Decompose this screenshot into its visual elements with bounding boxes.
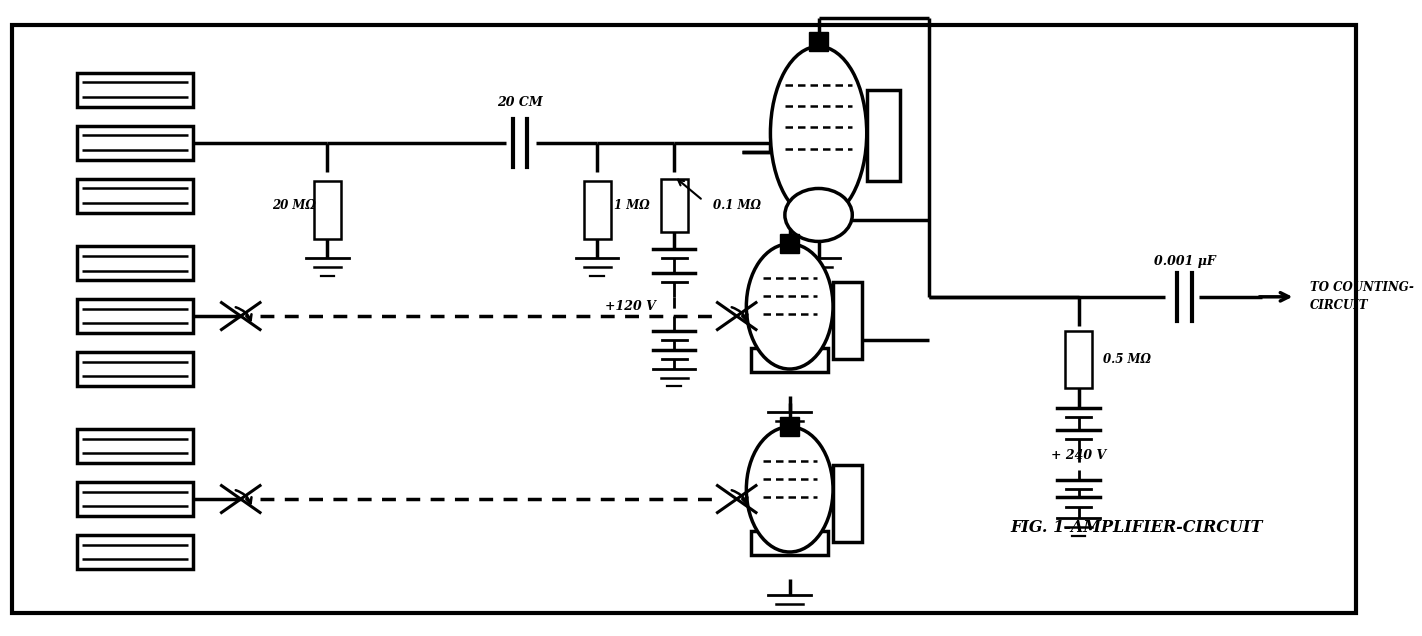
Text: 0.001 μF: 0.001 μF	[1153, 255, 1216, 268]
Text: 1 MΩ: 1 MΩ	[614, 199, 650, 212]
Ellipse shape	[747, 244, 833, 369]
Bar	[751, 531, 828, 555]
Text: TO COUNTING-
CIRCUIT: TO COUNTING- CIRCUIT	[1310, 281, 1413, 312]
Bar	[77, 246, 192, 280]
Bar	[661, 179, 688, 232]
Bar	[781, 234, 799, 254]
Bar	[77, 73, 192, 107]
Text: + 240 V: + 240 V	[1051, 449, 1106, 462]
Bar	[771, 178, 867, 193]
Text: 20 CM: 20 CM	[498, 96, 543, 109]
Bar	[314, 181, 341, 239]
Bar	[751, 348, 828, 372]
Bar	[867, 90, 900, 181]
Bar	[77, 429, 192, 463]
Bar	[77, 126, 192, 160]
Text: 20 MΩ: 20 MΩ	[272, 199, 316, 212]
Ellipse shape	[771, 46, 867, 220]
Bar	[833, 466, 862, 543]
Text: 0.5 MΩ: 0.5 MΩ	[1102, 353, 1150, 366]
Bar	[833, 282, 862, 359]
Ellipse shape	[785, 188, 852, 242]
Text: 0.1 MΩ: 0.1 MΩ	[712, 199, 761, 212]
Bar	[583, 181, 610, 239]
FancyBboxPatch shape	[11, 25, 1357, 612]
Text: FIG. 1-AMPLIFIER-CIRCUIT: FIG. 1-AMPLIFIER-CIRCUIT	[1010, 520, 1263, 536]
Bar	[77, 299, 192, 333]
Bar	[77, 352, 192, 386]
Bar	[77, 535, 192, 569]
Bar	[809, 32, 828, 52]
Bar	[1065, 331, 1092, 389]
Bar	[77, 179, 192, 212]
Text: +120 V: +120 V	[606, 300, 656, 313]
Ellipse shape	[747, 427, 833, 552]
Bar	[77, 482, 192, 516]
Bar	[781, 417, 799, 436]
